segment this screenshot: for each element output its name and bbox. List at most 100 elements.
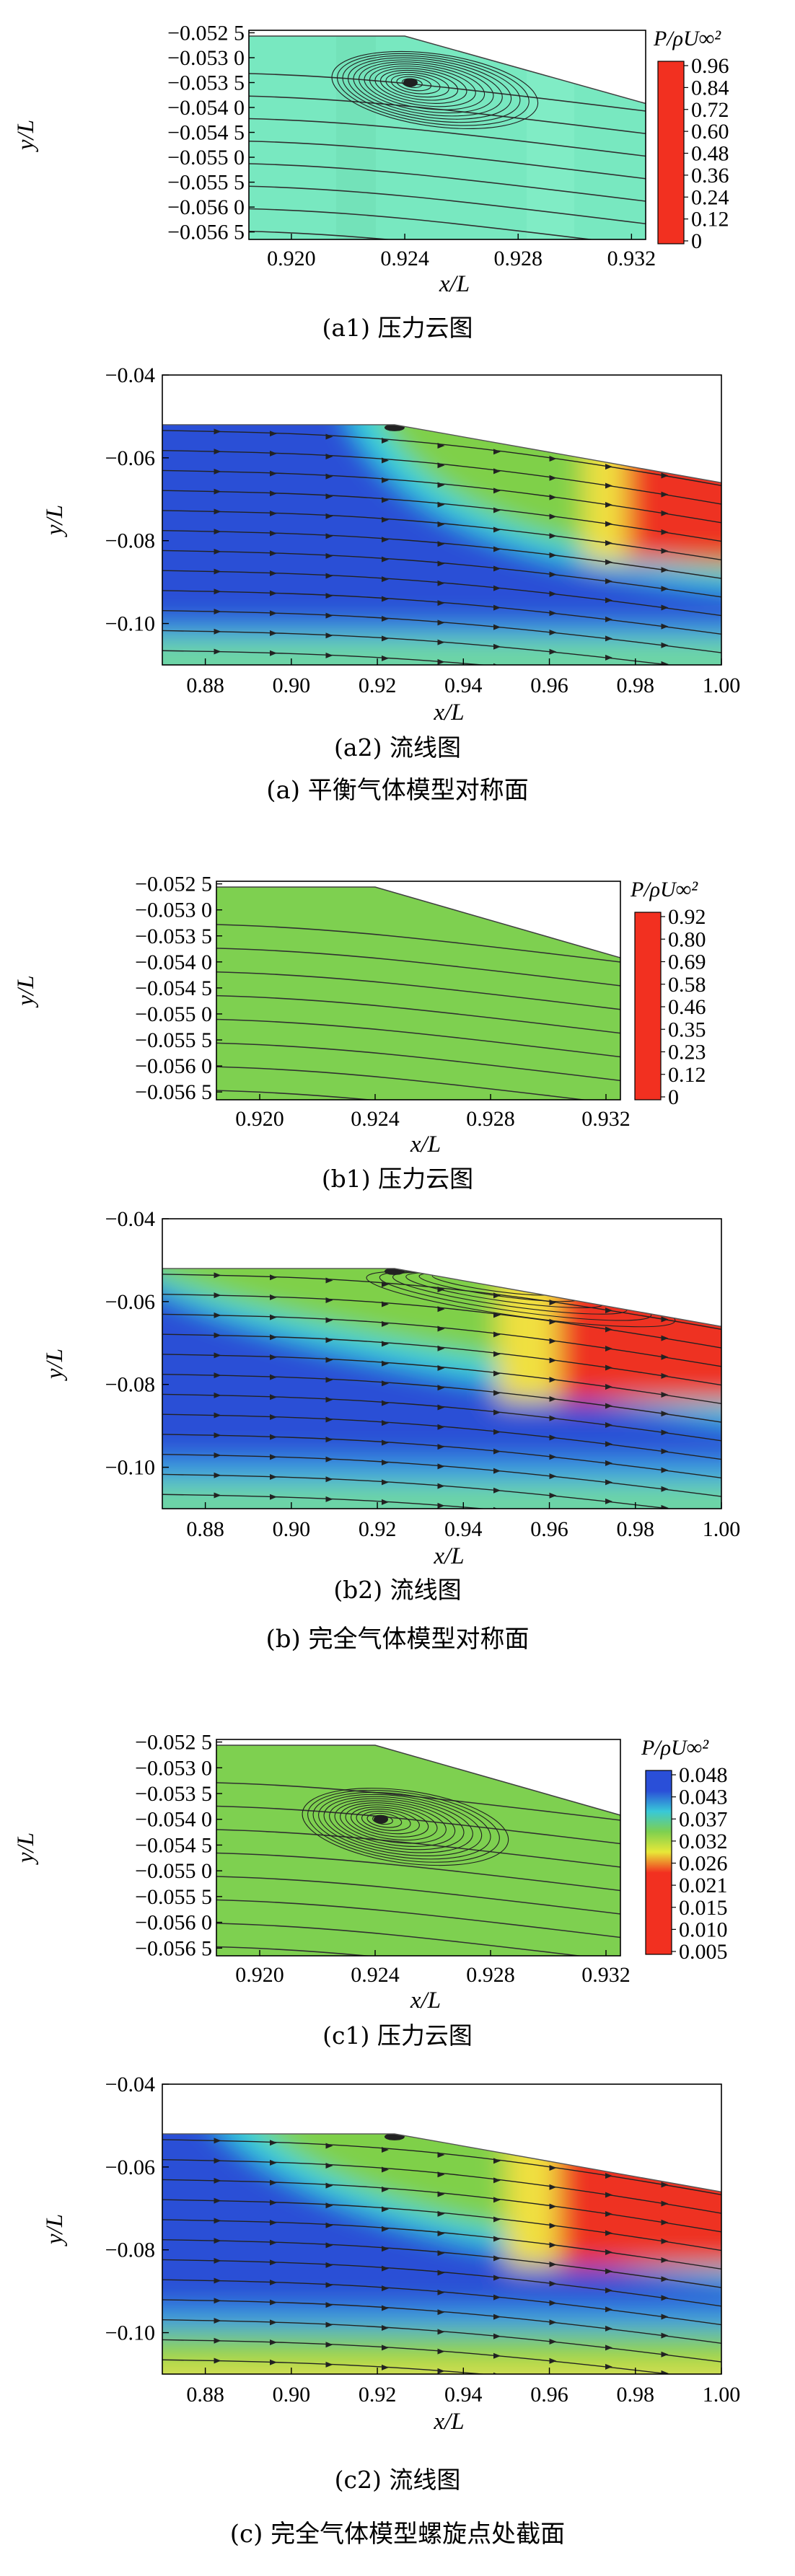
y-axis-label: y/L [13, 120, 39, 152]
streamline [162, 2319, 721, 2363]
streamline [162, 490, 721, 542]
stream-arrow [662, 699, 669, 705]
stream-arrow [605, 1346, 612, 1352]
stream-arrow [437, 2270, 445, 2276]
stream-arrow [214, 2357, 221, 2364]
stream-arrow [214, 2138, 221, 2144]
stream-arrow [493, 585, 501, 591]
stream-arrow [270, 2299, 277, 2306]
colorbar-tick-label: 0.043 [679, 1786, 728, 1809]
stream-arrow [270, 530, 277, 537]
plot-frame [162, 374, 722, 666]
colorbar-tick-label: 0.037 [679, 1807, 728, 1831]
x-tick-label: 0.924 [351, 1107, 400, 1131]
streamline [162, 2179, 721, 2233]
stream-arrow [605, 2230, 612, 2236]
stream-arrow [325, 552, 333, 559]
stream-arrow [382, 1282, 389, 1288]
stream-arrow [382, 1380, 389, 1387]
y-tick-label: −0.055 0 [135, 1859, 212, 1883]
stream-arrow [214, 568, 221, 575]
stream-arrow [325, 1277, 333, 1284]
x-tick-label: 1.00 [703, 674, 741, 697]
stream-arrow [382, 537, 389, 543]
y-tick-label: −0.053 5 [135, 1782, 212, 1806]
stream-arrow [325, 593, 333, 599]
stream-arrow [605, 482, 612, 489]
stream-arrow [437, 2309, 445, 2316]
stream-arrow [437, 639, 445, 645]
stream-arrow [605, 2325, 612, 2332]
body-edge [249, 35, 646, 105]
stream-arrow [549, 2339, 557, 2345]
stream-arrow [326, 1516, 333, 1522]
colorbar-tick-label: 0.015 [679, 1896, 728, 1920]
stream-arrow [605, 635, 612, 642]
stream-arrow [270, 2140, 277, 2146]
x-tick-label: 0.90 [273, 674, 311, 697]
stream-arrow [382, 1459, 389, 1465]
y-tick-label: −0.054 5 [135, 1833, 212, 1857]
stream-arrow [549, 456, 557, 462]
stream-arrow [605, 1421, 612, 1428]
x-tick-label: 0.924 [380, 247, 429, 270]
stream-arrow [382, 2246, 389, 2252]
stream-arrow [382, 596, 389, 602]
stream-arrow [661, 510, 669, 516]
chart-a1-pressure-contour: −0.052 5−0.053 0−0.053 5−0.054 0−0.054 5… [13, 21, 729, 297]
stream-arrow [382, 477, 389, 483]
stream-arrow [549, 475, 557, 481]
stream-arrow [437, 2368, 445, 2374]
stream-arrow [270, 2259, 277, 2266]
stream-arrow [661, 2351, 669, 2357]
stream-arrow [270, 1454, 277, 1460]
streamline [216, 1018, 620, 1058]
stream-arrow [493, 643, 501, 650]
colorbar-tick-label: 0.048 [679, 1763, 728, 1787]
stream-arrow [382, 2226, 389, 2232]
stream-arrow [214, 2177, 221, 2184]
vortex-ring [312, 1791, 491, 1860]
stream-arrow [214, 1292, 221, 1299]
y-tick-label: −0.055 0 [135, 1002, 212, 1026]
colorbar-tick-label: 0.48 [691, 142, 729, 166]
figure-c2: −0.04 −0.06 −0.08 −0.10 0.88 0.90 0.92 0.94 0.96… [0, 2063, 795, 2466]
stream-arrow [270, 610, 277, 617]
colorbar-tick-label: 0.12 [668, 1063, 706, 1087]
stream-arrow [437, 2152, 445, 2158]
stream-arrow [493, 1390, 501, 1396]
stream-arrow [214, 1472, 221, 1478]
stream-arrow [382, 2265, 389, 2272]
stream-arrow [270, 1474, 277, 1481]
stream-arrow [437, 2191, 445, 2197]
stream-arrow [661, 2332, 669, 2339]
vortex-ring [353, 59, 503, 117]
y-axis-label: y/L [42, 1349, 68, 1381]
stream-arrow [382, 516, 389, 523]
stream-arrow [549, 2242, 557, 2249]
chart-c1-pressure-contour: −0.052 5−0.053 0−0.053 5−0.054 0−0.054 5… [13, 1731, 728, 2013]
field-fill-c1 [216, 1745, 620, 1956]
streamline [162, 2199, 721, 2251]
stream-arrow [493, 2275, 501, 2281]
y-tick-label: −0.10 [105, 612, 155, 636]
streamline [162, 2239, 721, 2288]
stream-arrow [661, 472, 669, 479]
stream-arrow [605, 2268, 612, 2275]
stream-arrow [493, 468, 501, 475]
stream-arrow [661, 1486, 669, 1492]
stream-arrow [214, 1272, 221, 1279]
plot-frame [162, 1218, 722, 1509]
streamline [216, 1782, 620, 1821]
stream-arrow [605, 1498, 612, 1504]
stream-arrow [605, 1460, 612, 1466]
streamline [249, 230, 646, 239]
stream-arrow [326, 2381, 333, 2387]
stream-arrow [662, 1543, 669, 1548]
stream-arrow [437, 658, 445, 665]
stream-arrow [605, 539, 612, 546]
streamline [162, 1374, 721, 1423]
stream-arrow [605, 1517, 612, 1523]
stream-arrow [493, 683, 501, 689]
